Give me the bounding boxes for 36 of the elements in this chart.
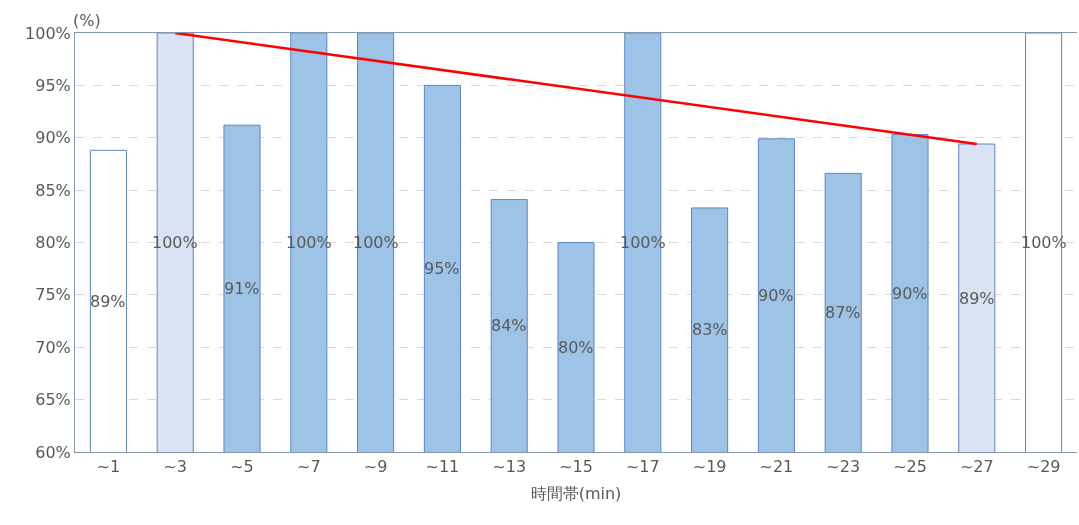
x-tick-label: ~17 — [625, 457, 660, 477]
data-label: 95% — [424, 259, 460, 278]
data-label: 87% — [825, 303, 861, 322]
x-tick-label: ~9 — [363, 457, 388, 477]
x-tick-label: ~29 — [1026, 457, 1061, 477]
data-label: 89% — [90, 292, 126, 311]
data-label: 90% — [892, 284, 928, 303]
y-tick-label: 100% — [25, 23, 71, 43]
x-tick-label: ~19 — [692, 457, 727, 477]
x-tick-label: ~15 — [559, 457, 593, 477]
data-label: 80% — [558, 338, 594, 357]
data-label: 89% — [959, 289, 995, 308]
x-tick-label: ~1 — [96, 457, 121, 477]
data-label: 90% — [758, 286, 794, 305]
y-tick-label: 95% — [35, 75, 71, 95]
x-tick-label: ~7 — [297, 457, 321, 477]
x-axis-title: 時間帯(min) — [530, 483, 622, 503]
x-tick-label: ~23 — [826, 457, 861, 477]
x-tick-label: ~5 — [230, 457, 254, 477]
x-tick-label: ~3 — [163, 457, 187, 477]
y-tick-label: 80% — [35, 233, 71, 253]
x-tick-label: ~13 — [492, 457, 527, 477]
y-tick-label: 60% — [35, 442, 71, 462]
y-tick-label: 70% — [35, 337, 71, 357]
x-tick-label: ~11 — [425, 457, 460, 477]
data-label: 91% — [224, 279, 260, 298]
data-label: 83% — [692, 320, 728, 339]
data-label: 84% — [491, 316, 527, 335]
y-axis-title: (%) — [73, 11, 101, 30]
y-tick-label: 75% — [35, 285, 71, 305]
x-tick-label: ~27 — [959, 457, 994, 477]
x-tick-label: ~21 — [759, 457, 794, 477]
y-tick-label: 85% — [35, 180, 71, 200]
x-tick-label: ~25 — [893, 457, 927, 477]
y-tick-label: 90% — [35, 128, 71, 148]
y-tick-label: 65% — [35, 390, 71, 410]
